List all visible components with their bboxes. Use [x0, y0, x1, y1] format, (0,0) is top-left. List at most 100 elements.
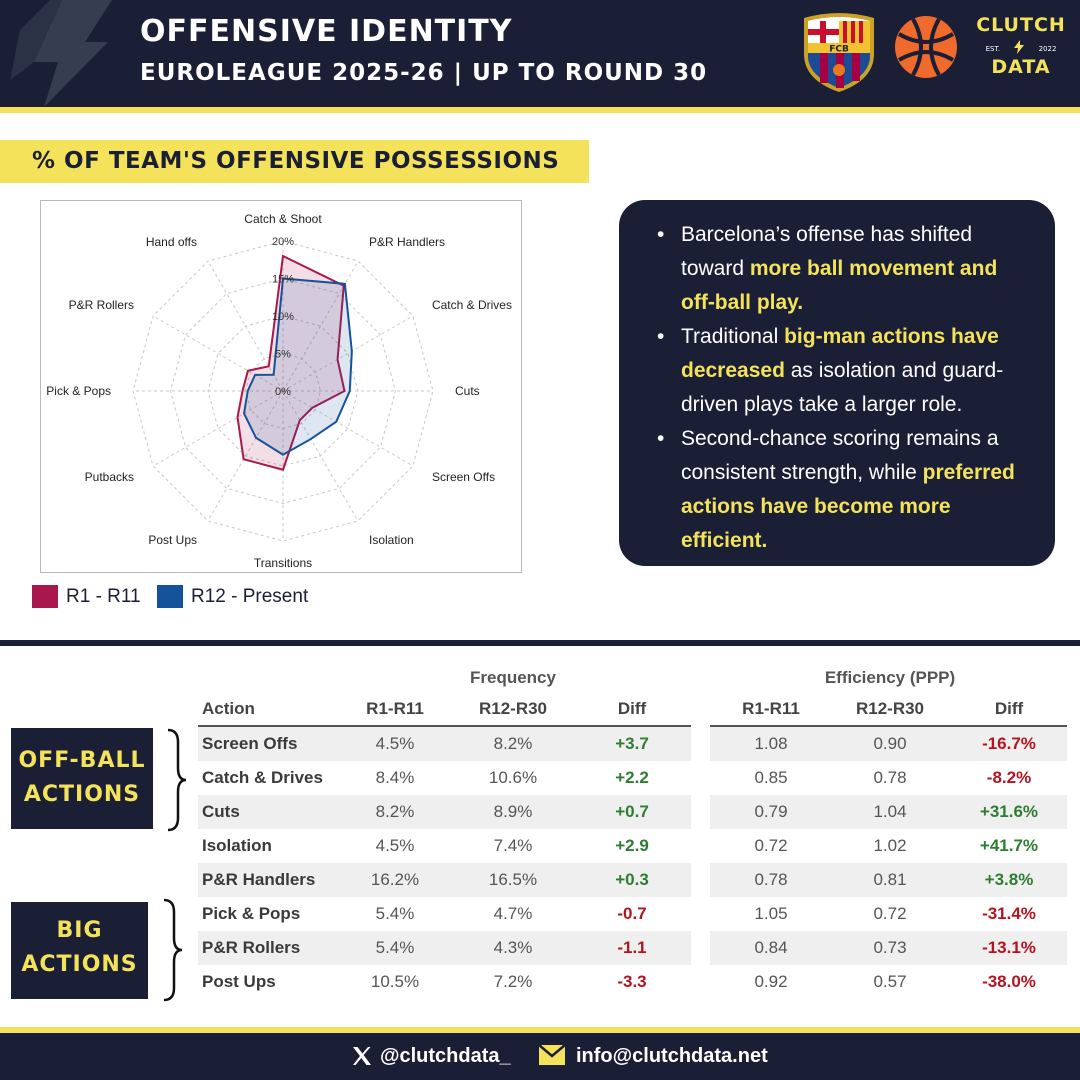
cell-freq-r1: 10.5% [370, 972, 420, 991]
col-head-eff-diff: Diff [994, 699, 1024, 718]
insight-item: Traditional big-man actions have decreas… [657, 320, 1029, 422]
table-row-band [198, 931, 691, 965]
col-head-freq-r12: R12-R30 [478, 699, 548, 718]
cell-freq-r12: 7.4% [493, 836, 533, 855]
radar-tick-label-20: 20% [272, 236, 294, 248]
fcb-logo-text: FCB [829, 45, 849, 55]
insight-text: Barcelona’s offense has shifted toward [681, 223, 973, 280]
radar-axis-label-catch-and-shoot: Catch & Shoot [244, 212, 322, 226]
section-divider [0, 640, 1080, 646]
brand-top-text: CLUTCH [976, 14, 1066, 36]
brand-bolt-icon [1014, 40, 1025, 54]
cell-action: P&R Handlers [202, 870, 316, 889]
cell-freq-diff: -1.1 [617, 938, 647, 957]
cell-eff-r12: 0.90 [873, 734, 907, 753]
page-subtitle: Euroleague 2025-26 | Up to Round 30 [140, 60, 708, 86]
cell-eff-r1: 0.92 [754, 972, 788, 991]
cell-freq-r1: 16.2% [370, 870, 420, 889]
cell-action: Cuts [202, 802, 240, 821]
header-accent-stripe [0, 107, 1080, 113]
radar-tick-label-5: 5% [275, 349, 291, 361]
x-twitter-icon [353, 1047, 371, 1065]
legend-label-r1-r11: R1 - R11 [66, 586, 141, 607]
radar-spoke-catch-and-drives [282, 315, 414, 392]
insight-highlight: preferred actions have become more effic… [681, 461, 1015, 552]
table-row-band [710, 795, 1067, 829]
cell-freq-diff: -3.3 [617, 972, 647, 991]
euroleague-ball-icon [895, 16, 957, 78]
cell-eff-r12: 0.57 [873, 972, 907, 991]
cell-eff-diff: -16.7% [982, 734, 1036, 753]
cell-freq-r12: 16.5% [488, 870, 538, 889]
radar-axis-label-catch-and-drives: Catch & Drives [432, 298, 512, 312]
radar-axis-label-pick-and-pops: Pick & Pops [46, 384, 111, 398]
insights-list: Barcelona’s offense has shifted toward m… [657, 218, 1029, 558]
radar-axis-label-transitions: Transitions [254, 556, 312, 570]
cell-action: Screen Offs [202, 734, 298, 753]
col-head-eff-r12: R12-R30 [855, 699, 925, 718]
table-row-band [710, 727, 1067, 761]
radar-axis-label-post-ups: Post Ups [148, 533, 197, 547]
cell-freq-r1: 5.4% [375, 904, 415, 923]
radar-spoke-hand-offs [207, 260, 284, 392]
cell-eff-diff: +41.7% [979, 836, 1039, 855]
legend-label-r12-present: R12 - Present [191, 586, 309, 607]
radar-spoke-screen-offs [282, 390, 414, 467]
cell-eff-diff: -38.0% [982, 972, 1036, 991]
clutch-data-logo: CLUTCH EST. 2022 DATA [966, 14, 1076, 78]
radar-spoke-post-ups [207, 390, 284, 522]
group-label-off-ball: Off-Ball Actions [11, 728, 153, 829]
cell-freq-diff: +3.7 [615, 734, 649, 753]
radar-tick-label-10: 10% [272, 311, 294, 323]
cell-eff-diff: -8.2% [986, 768, 1032, 787]
brand-est-line: EST. 2022 [966, 40, 1076, 54]
insight-highlight: big-man actions have decreased [681, 325, 999, 382]
radar-chart: 0% 5% 10% 15% 20% Catch & Shoot P&R Handlers Ca… [46, 212, 512, 570]
table-row-band [710, 863, 1067, 897]
cell-action: P&R Rollers [202, 938, 301, 957]
insight-highlight: more ball movement and off-ball play. [681, 257, 998, 314]
cell-freq-r12: 7.2% [493, 972, 533, 991]
radar-axis-label-putbacks: Putbacks [85, 470, 134, 484]
frequency-header: Frequency [470, 668, 556, 687]
cell-freq-diff: -0.7 [617, 904, 647, 923]
legend-swatch-r12-present [157, 585, 183, 608]
radar-series-r12-present [242, 277, 353, 456]
cell-eff-r1: 1.05 [754, 904, 788, 923]
cell-freq-r1: 8.2% [375, 802, 415, 821]
cell-eff-r1: 0.85 [754, 768, 788, 787]
radar-spoke-isolation [282, 390, 359, 522]
cell-action: Catch & Drives [202, 768, 323, 787]
insight-item: Barcelona’s offense has shifted toward m… [657, 218, 1029, 320]
group-label-off-ball-line1: Off-Ball [18, 748, 146, 773]
cell-eff-r1: 0.78 [754, 870, 788, 889]
radar-tick-label-0: 0% [275, 386, 291, 398]
cell-freq-r12: 4.7% [493, 904, 533, 923]
cell-eff-r12: 0.72 [873, 904, 907, 923]
radar-spoke-pandr-rollers [152, 315, 284, 392]
radar-grid-ring-3 [169, 277, 397, 505]
off-ball-brace [167, 728, 187, 832]
radar-axis-label-screen-offs: Screen Offs [432, 470, 495, 484]
cell-eff-r12: 1.04 [873, 802, 907, 821]
cell-action: Pick & Pops [202, 904, 301, 923]
radar-series-r1-r11 [236, 254, 346, 471]
radar-axis-label-hand-offs: Hand offs [146, 235, 197, 249]
col-head-freq-diff: Diff [617, 699, 647, 718]
contact-email: info@clutchdata.net [576, 1045, 768, 1067]
cell-eff-r1: 1.08 [754, 734, 788, 753]
radar-axis-label-cuts: Cuts [455, 384, 480, 398]
legend-swatch-r1-r11 [32, 585, 58, 608]
efficiency-header: Efficiency (PPP) [824, 668, 956, 687]
cell-eff-r12: 0.78 [873, 768, 907, 787]
group-label-big-line2: Actions [21, 952, 138, 977]
col-head-freq-r1: R1-R11 [366, 699, 424, 718]
cell-freq-r1: 5.4% [375, 938, 415, 957]
radar-axis-label-pandr-handlers: P&R Handlers [369, 235, 445, 249]
insight-text: as isolation and guard-driven plays take… [681, 359, 1004, 416]
cell-eff-r1: 0.79 [754, 802, 788, 821]
radar-axis-label-pandr-rollers: P&R Rollers [69, 298, 134, 312]
section-title: % of team's offensive possessions [32, 148, 560, 174]
cell-freq-r12: 8.9% [493, 802, 533, 821]
cell-freq-r1: 8.4% [375, 768, 415, 787]
